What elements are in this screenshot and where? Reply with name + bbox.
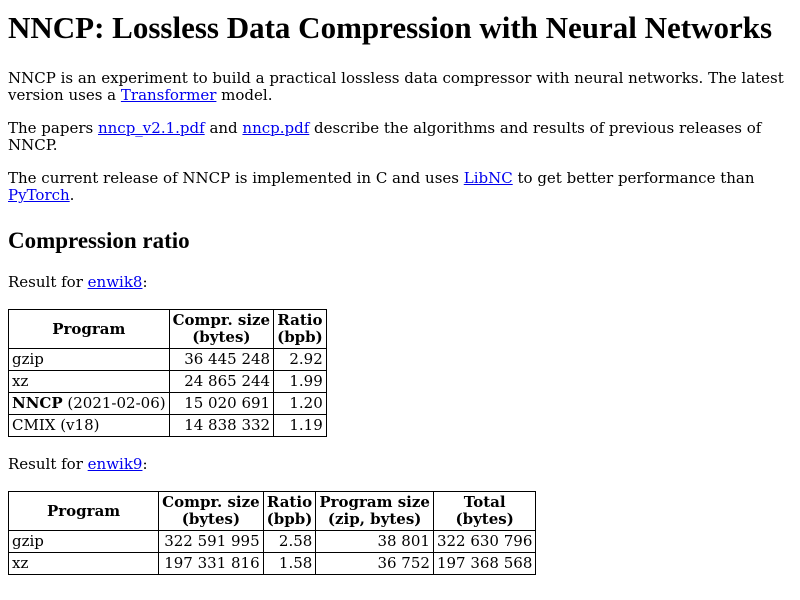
ratio-cell: 1.99 xyxy=(274,371,327,393)
release-paragraph: The current release of NNCP is implement… xyxy=(8,170,792,204)
program-size-header-line2: (zip, bytes) xyxy=(327,510,422,528)
enwik9-table: Program Compr. size (bytes) Ratio (bpb) Pr… xyxy=(8,491,537,575)
program-cell: xz xyxy=(9,371,170,393)
compression-ratio-heading: Compression ratio xyxy=(8,228,190,253)
libnc-link[interactable]: LibNC xyxy=(463,169,513,187)
table-row: xz 24 865 244 1.99 xyxy=(9,371,327,393)
enwik9-label-text: Result for xyxy=(8,455,88,473)
enwik8-table: Program Compr. size (bytes) Ratio (bpb) gz… xyxy=(8,309,327,437)
program-header: Program xyxy=(9,492,160,531)
page-title: NNCP: Lossless Data Compression with Neu… xyxy=(8,10,773,45)
compr-size-header-line2: (bytes) xyxy=(192,328,251,346)
enwik8-link[interactable]: enwik8 xyxy=(87,273,143,291)
ratio-cell: 1.19 xyxy=(274,415,327,437)
enwik8-label-text: Result for xyxy=(8,273,88,291)
size-cell: 24 865 244 xyxy=(169,371,275,393)
program-cell: gzip xyxy=(9,531,160,553)
release-text-mid: to get better performance than xyxy=(512,169,755,187)
program-size-header-line1: Program size xyxy=(319,493,430,511)
program-cell: CMIX (v18) xyxy=(9,415,170,437)
compr-size-header-line1: Compr. size xyxy=(162,493,260,511)
ratio-cell: 1.20 xyxy=(274,393,327,415)
page-content: NNCP: Lossless Data Compression with Neu… xyxy=(0,9,800,575)
ratio-header-line2: (bpb) xyxy=(277,328,323,346)
nncp-v21-pdf-link[interactable]: nncp_v2.1.pdf xyxy=(97,119,205,137)
total-header-line2: (bytes) xyxy=(455,510,514,528)
program-cell: gzip xyxy=(9,349,170,371)
ratio-header: Ratio (bpb) xyxy=(263,492,317,531)
program-note: (2021-02-06) xyxy=(62,394,166,412)
pytorch-link[interactable]: PyTorch xyxy=(8,186,70,204)
size-cell: 14 838 332 xyxy=(169,415,275,437)
enwik8-result-label: Result for enwik8: xyxy=(8,274,792,291)
transformer-link[interactable]: Transformer xyxy=(120,86,217,104)
size-cell: 36 445 248 xyxy=(169,349,275,371)
compr-size-header: Compr. size (bytes) xyxy=(159,492,264,531)
table-row: gzip 36 445 248 2.92 xyxy=(9,349,327,371)
ratio-header-line1: Ratio xyxy=(277,311,323,329)
enwik8-label-colon: : xyxy=(142,273,148,291)
table-row: xz 197 331 816 1.58 36 752 197 368 568 xyxy=(9,553,537,575)
program-size-cell: 36 752 xyxy=(316,553,434,575)
papers-text-and: and xyxy=(204,119,243,137)
enwik9-result-label: Result for enwik9: xyxy=(8,456,792,473)
ratio-cell: 2.58 xyxy=(263,531,317,553)
papers-text: The papers xyxy=(8,119,98,137)
program-header: Program xyxy=(9,310,170,349)
table-row: gzip 322 591 995 2.58 38 801 322 630 796 xyxy=(9,531,537,553)
compr-size-header-line2: (bytes) xyxy=(181,510,241,528)
program-size-header: Program size (zip, bytes) xyxy=(316,492,434,531)
ratio-header-line2: (bpb) xyxy=(266,510,313,528)
papers-paragraph: The papers nncp_v2.1.pdf and nncp.pdf de… xyxy=(8,120,792,154)
size-cell: 322 591 995 xyxy=(159,531,264,553)
program-name-bold: NNCP xyxy=(12,394,63,412)
size-cell: 197 331 816 xyxy=(159,553,264,575)
nncp-pdf-link[interactable]: nncp.pdf xyxy=(242,119,310,137)
total-cell: 197 368 568 xyxy=(433,553,537,575)
program-cell: NNCP (2021-02-06) xyxy=(9,393,170,415)
release-text-end: . xyxy=(69,186,75,204)
program-cell: xz xyxy=(9,553,160,575)
table-row: NNCP (2021-02-06) 15 020 691 1.20 xyxy=(9,393,327,415)
total-header: Total (bytes) xyxy=(433,492,537,531)
table-header-row: Program Compr. size (bytes) Ratio (bpb) Pr… xyxy=(9,492,537,531)
ratio-cell: 2.92 xyxy=(274,349,327,371)
total-cell: 322 630 796 xyxy=(433,531,537,553)
ratio-header-line1: Ratio xyxy=(266,493,313,511)
release-text: The current release of NNCP is implement… xyxy=(8,169,464,187)
table-row: CMIX (v18) 14 838 332 1.19 xyxy=(9,415,327,437)
total-header-line1: Total xyxy=(463,493,506,511)
compr-size-header: Compr. size (bytes) xyxy=(169,310,275,349)
ratio-header: Ratio (bpb) xyxy=(274,310,327,349)
enwik9-link[interactable]: enwik9 xyxy=(87,455,143,473)
size-cell: 15 020 691 xyxy=(169,393,275,415)
table-header-row: Program Compr. size (bytes) Ratio (bpb) xyxy=(9,310,327,349)
compr-size-header-line1: Compr. size xyxy=(172,311,271,329)
enwik9-label-colon: : xyxy=(142,455,148,473)
program-size-cell: 38 801 xyxy=(316,531,434,553)
ratio-cell: 1.58 xyxy=(263,553,317,575)
intro-text-end: model. xyxy=(216,86,273,104)
intro-text: NNCP is an experiment to build a practic… xyxy=(8,69,784,104)
papers-text-end: describe the algorithms and results of p… xyxy=(8,119,762,154)
intro-paragraph: NNCP is an experiment to build a practic… xyxy=(8,70,792,104)
